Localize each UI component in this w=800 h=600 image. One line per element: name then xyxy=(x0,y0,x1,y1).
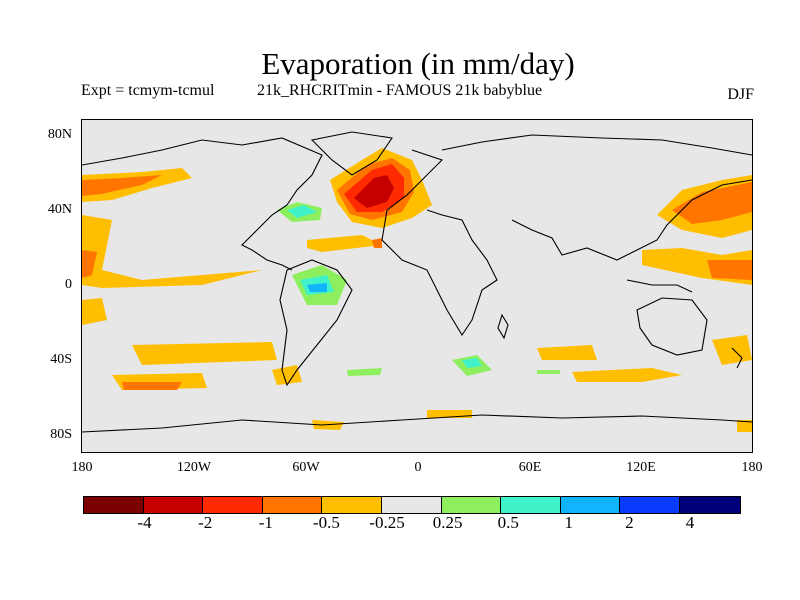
southern-africa-inner xyxy=(462,358,482,368)
antarctica-coast xyxy=(82,414,752,433)
colorbar-label: 0.5 xyxy=(497,513,519,532)
colorbar-label: -1 xyxy=(258,513,273,532)
lon-label-120e: 120E xyxy=(626,460,656,475)
east-pacific-coast xyxy=(82,298,107,325)
east-atlantic-spot xyxy=(372,238,382,248)
colorbar-box-4 xyxy=(322,497,382,513)
south-atlantic-positive xyxy=(347,368,382,376)
contour-level-minus-0.25 xyxy=(82,148,752,432)
colorbar-label: -0.25 xyxy=(369,513,405,532)
north-atlantic-core xyxy=(354,175,394,208)
lat-label-0: 0 xyxy=(65,277,72,292)
lon-label-0: 0 xyxy=(414,460,422,475)
colorbar-box-7 xyxy=(501,497,561,513)
greenland-coast xyxy=(310,131,393,176)
lon-label-180w: 180 xyxy=(71,460,93,475)
colorbar-label: -2 xyxy=(198,513,213,532)
tropical-east-pacific-band xyxy=(82,215,262,288)
season-label: DJF xyxy=(727,86,754,103)
colorbar-box-9 xyxy=(620,497,680,513)
colorbar-label: -4 xyxy=(137,513,152,532)
lon-label-60e: 60E xyxy=(518,460,542,475)
colorbar-box-5 xyxy=(381,497,442,513)
map-panel xyxy=(81,119,753,453)
coastlines xyxy=(82,131,752,433)
colorbar-box-10 xyxy=(679,497,740,513)
colorbar-box-1 xyxy=(143,497,204,513)
indian-positive-spot xyxy=(537,370,560,374)
south-indian-band xyxy=(537,345,597,360)
ne-pacific-core xyxy=(82,175,162,196)
gulf-stream-inner xyxy=(287,205,317,218)
colorbar xyxy=(83,496,741,514)
madagascar-coast xyxy=(497,313,509,340)
south-pacific-core xyxy=(122,382,182,390)
west-pacific-core xyxy=(707,260,752,280)
subtropical-pacific-core xyxy=(82,250,97,278)
asia-coast xyxy=(441,134,752,261)
lat-label-40s: 40S xyxy=(50,352,72,367)
southern-ocean-indian xyxy=(572,368,682,382)
colorbar-label: 4 xyxy=(685,513,695,532)
map-svg xyxy=(82,131,752,433)
colorbar-box-8 xyxy=(560,497,621,513)
australia-coast xyxy=(636,297,708,356)
colorbar-box-0 xyxy=(84,497,144,513)
lon-label-60w: 60W xyxy=(292,460,320,475)
colorbar-label: 0.25 xyxy=(432,513,463,532)
indonesia-coast xyxy=(626,279,693,293)
south-atlantic-band xyxy=(272,365,302,385)
antarctic-spot-2 xyxy=(737,420,752,432)
amazon-core xyxy=(307,283,327,292)
contour-level-minus-2 xyxy=(354,175,394,208)
lat-label-80s: 80S xyxy=(50,427,72,442)
lat-label-80n: 80N xyxy=(47,127,72,142)
colorbar-label: 2 xyxy=(625,513,634,532)
plot-title: Evaporation (in mm/day) xyxy=(261,46,575,81)
colorbar-label: -0.5 xyxy=(312,513,340,532)
colorbar-box-6 xyxy=(441,497,502,513)
lon-label-180e: 180 xyxy=(741,460,763,475)
lat-label-40n: 40N xyxy=(47,202,72,217)
south-pacific-band xyxy=(132,342,277,365)
colorbar-label: 1 xyxy=(564,513,574,532)
tasman-band xyxy=(712,335,752,365)
north-america-coast xyxy=(82,137,323,271)
nw-pacific-core xyxy=(672,182,752,224)
colorbar-box-3 xyxy=(262,497,323,513)
europe-africa-coast xyxy=(381,149,498,337)
colorbar-box-2 xyxy=(203,497,263,513)
equatorial-atlantic-band xyxy=(307,235,382,252)
lon-label-120w: 120W xyxy=(176,460,212,475)
south-america-coast xyxy=(279,259,353,387)
contour-level-plus-1 xyxy=(307,283,327,292)
run-name-label: 21k_RHCRITmin - FAMOUS 21k babyblue xyxy=(257,82,543,99)
experiment-label: Expt = tcmym-tcmul xyxy=(81,82,215,99)
new-zealand-coast xyxy=(731,347,743,369)
